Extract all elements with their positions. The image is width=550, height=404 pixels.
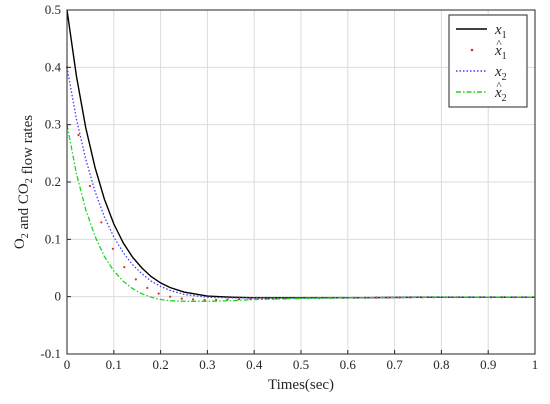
y-tick-label: 0.5 [45, 2, 61, 17]
legend-item: x2 [456, 64, 507, 83]
series-x1-hat-point [134, 278, 137, 281]
legend-label: x2 [494, 64, 507, 83]
series-x1-hat-point [146, 286, 149, 289]
series-layer [65, 9, 535, 302]
series-x1-hat-point [192, 298, 195, 301]
legend-marker [470, 48, 474, 52]
y-tick-label: 0 [55, 289, 62, 304]
series-x1-hat-point [180, 297, 183, 300]
series-x1-hat-point [123, 266, 126, 269]
series-x1-hat-point [77, 133, 80, 137]
x-tick-label: 0.4 [246, 357, 263, 372]
series-x1-hat-point [237, 298, 241, 301]
x-tick-label: 0.2 [152, 357, 168, 372]
x-tick-label: 0.5 [293, 357, 309, 372]
series-x1-hat-point [88, 184, 91, 188]
legend-label: x2 [494, 85, 507, 104]
legend-label: x1 [494, 22, 507, 41]
legend-hat: ^ [496, 80, 502, 92]
y-tick-label: 0.2 [45, 174, 61, 189]
x-tick-label: 0.7 [386, 357, 403, 372]
series-x1-hat-point [157, 292, 160, 295]
y-tick-label: 0.4 [45, 59, 62, 74]
series-x1-hat-point [203, 298, 206, 302]
x-tick-label: 0.6 [340, 357, 357, 372]
legend-item: x2^ [456, 80, 507, 104]
legend-item: x1 [456, 22, 507, 41]
legend-box [448, 14, 528, 108]
x-axis-label: Times(sec) [268, 377, 334, 393]
x-tick-label: 0.8 [433, 357, 449, 372]
x-tick-label: 1 [532, 357, 539, 372]
series-x1-hat-point [111, 247, 114, 250]
y-tick-label: 0.1 [45, 231, 61, 246]
x-tick-label: 0 [64, 357, 71, 372]
legend-hat: ^ [496, 38, 502, 50]
series-x1-hat-point [169, 295, 172, 298]
legend-item: x1^ [470, 38, 507, 62]
series-x2-hat-line [66, 124, 535, 302]
y-tick-label: -0.1 [40, 346, 61, 361]
series-x1-hat-point [100, 221, 103, 224]
tick-layer [66, 9, 536, 355]
tick-label-layer: 0 0.1 0.2 0.3 0.4 0.5 0.6 0.7 0.8 0.9 1-0.100.10.2… [40, 2, 538, 372]
x-tick-label: 0.1 [106, 357, 122, 372]
x-tick-label: 0.9 [480, 357, 496, 372]
legend-label: x1 [494, 43, 507, 62]
series-x1-line [66, 9, 535, 299]
y-tick-label: 0.3 [45, 117, 61, 132]
x-tick-label: 0.3 [199, 357, 215, 372]
y-axis-label: O2 and CO2 flow rates [12, 115, 36, 249]
